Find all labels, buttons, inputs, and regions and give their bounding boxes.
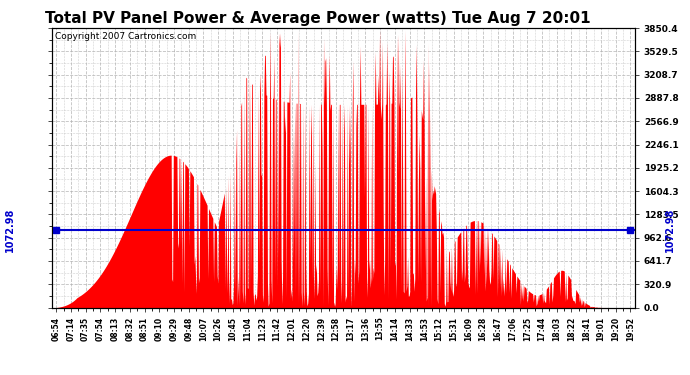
Text: Copyright 2007 Cartronics.com: Copyright 2007 Cartronics.com [55, 32, 196, 41]
Text: 1072.98: 1072.98 [5, 207, 14, 252]
Text: Total PV Panel Power & Average Power (watts) Tue Aug 7 20:01: Total PV Panel Power & Average Power (wa… [45, 11, 590, 26]
Text: 1072.98: 1072.98 [665, 207, 675, 252]
